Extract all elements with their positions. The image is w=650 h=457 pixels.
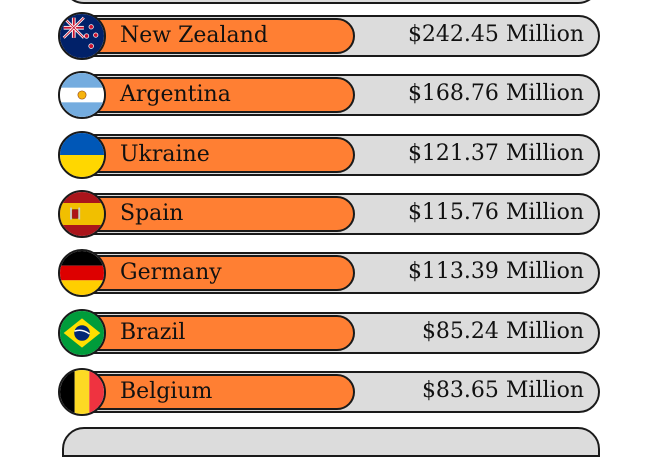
data-label: $85.24 Million [421, 318, 584, 344]
brazil-flag-icon [58, 308, 106, 357]
chart-row: Brazil $85.24 Million [0, 308, 650, 360]
spain-flag-icon [58, 189, 106, 238]
bar [62, 136, 355, 173]
bar [62, 373, 355, 410]
new-zealand-flag-icon [58, 12, 106, 60]
data-label: $113.39 Million [407, 259, 584, 285]
bar [62, 314, 355, 351]
bar [62, 77, 355, 114]
chart-row: Germany $113.39 Million [0, 249, 650, 300]
chart-row: Ukraine $121.37 Million [0, 130, 650, 182]
belgium-flag-icon [58, 367, 106, 416]
argentina-flag-icon [58, 71, 106, 120]
category-label: Belgium [120, 378, 213, 404]
category-label: Spain [120, 200, 184, 226]
chart-row: Argentina $168.76 Million [0, 71, 650, 122]
chart-row: New Zealand $242.45 Million [0, 12, 650, 63]
category-label: Germany [120, 260, 222, 286]
data-label: $168.76 Million [407, 81, 584, 107]
data-label: $83.65 Million [421, 377, 584, 403]
category-label: Brazil [120, 319, 186, 345]
category-label: Argentina [120, 82, 231, 108]
category-label: New Zealand [120, 23, 268, 48]
bar [62, 18, 355, 54]
category-label: Ukraine [120, 141, 210, 167]
data-label: $121.37 Million [407, 140, 584, 166]
partial-row-bottom [62, 427, 600, 457]
chart-row: Belgium $83.65 Million [0, 367, 650, 419]
germany-flag-icon [58, 249, 106, 298]
chart-row: Spain $115.76 Million [0, 189, 650, 241]
ukraine-flag-icon [58, 130, 106, 179]
partial-row-top [62, 0, 600, 4]
data-label: $242.45 Million [407, 22, 584, 47]
data-label: $115.76 Million [407, 199, 584, 225]
bar [62, 195, 355, 232]
